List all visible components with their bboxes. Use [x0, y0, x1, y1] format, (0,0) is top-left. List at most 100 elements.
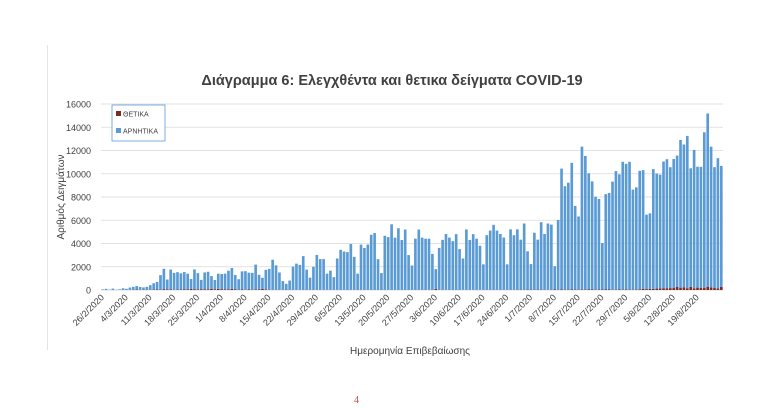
bar-negative	[539, 222, 543, 290]
bar-negative	[522, 223, 526, 290]
document-margin-line	[47, 45, 48, 350]
bar-negative	[451, 241, 455, 290]
bar-positive	[651, 288, 655, 290]
bar-positive	[169, 289, 173, 290]
bar-positive	[624, 289, 628, 290]
bar-negative	[159, 275, 162, 290]
bar-negative	[155, 281, 159, 290]
bar-positive	[648, 288, 652, 290]
bar-negative	[407, 255, 410, 290]
bar-negative	[719, 165, 723, 287]
bar-negative	[614, 171, 618, 290]
bar-negative	[199, 279, 203, 290]
bar-negative	[264, 269, 268, 290]
bar-negative	[658, 174, 662, 289]
bar-negative	[668, 167, 672, 289]
bar-negative	[441, 239, 444, 290]
bar-negative	[315, 254, 319, 290]
bar-positive	[227, 289, 230, 290]
bar-positive	[665, 288, 669, 290]
bar-negative	[597, 198, 601, 290]
bar-negative	[393, 237, 397, 290]
bar-positive	[230, 288, 234, 290]
bar-negative	[499, 233, 502, 290]
bar-negative	[403, 229, 407, 290]
bar-negative	[356, 273, 359, 290]
y-axis-ticks: 0 2000 4000 6000 8000 10000 12000 14000 16000	[66, 100, 91, 296]
bar-negative	[594, 196, 597, 290]
legend: ΘΕΤΙΚΑ ΑΡΝΗΤΙΚΑ	[111, 104, 166, 142]
bar-negative	[512, 235, 516, 290]
bar-positive	[162, 289, 166, 290]
bar-negative	[509, 229, 512, 290]
bar-negative	[468, 239, 472, 290]
bar-negative	[648, 213, 652, 289]
bar-negative	[590, 181, 594, 290]
bar-negative	[431, 253, 434, 290]
bar-negative	[257, 274, 261, 290]
bar-negative	[628, 161, 631, 290]
bar-negative	[485, 235, 489, 290]
bar-negative	[363, 248, 366, 290]
bar-negative	[621, 161, 625, 290]
bar-negative	[101, 289, 105, 290]
bar-negative	[488, 230, 492, 290]
bar-negative	[366, 244, 370, 290]
bar-negative	[305, 269, 308, 290]
y-tick-label: 2000	[71, 262, 91, 272]
bar-negative	[223, 273, 227, 290]
bar-negative	[182, 272, 186, 290]
bar-negative	[458, 249, 461, 290]
bar-negative	[329, 270, 332, 290]
bar-negative	[291, 266, 295, 290]
bar-negative	[461, 258, 465, 290]
bar-negative	[104, 288, 108, 290]
bar-negative	[444, 234, 448, 290]
bar-negative	[148, 285, 152, 290]
bar-negative	[635, 187, 638, 290]
bar-negative	[502, 237, 506, 290]
bar-negative	[682, 144, 686, 288]
bar-negative	[505, 264, 509, 290]
bar-negative	[651, 169, 655, 289]
bar-positive	[696, 287, 699, 290]
bar-positive	[672, 288, 676, 290]
bar-negative	[529, 264, 533, 290]
y-tick-label: 10000	[66, 169, 91, 179]
bar-positive	[220, 289, 223, 290]
bar-negative	[267, 268, 271, 290]
bar-negative	[162, 268, 166, 290]
bar-negative	[601, 243, 604, 290]
bar-negative	[437, 247, 441, 290]
bar-positive	[645, 289, 648, 290]
bar-negative	[577, 216, 580, 290]
bar-negative	[567, 182, 570, 290]
bar-positive	[155, 289, 159, 290]
bar-negative	[702, 132, 706, 289]
bar-negative	[135, 286, 139, 290]
bar-negative	[400, 239, 404, 290]
bar-negative	[696, 166, 699, 288]
bar-positive	[675, 286, 679, 290]
bar-positive	[658, 288, 662, 290]
bar-positive	[713, 288, 716, 290]
bar-positive	[199, 289, 203, 290]
bar-negative	[295, 263, 298, 290]
bar-negative	[420, 237, 424, 290]
bar-positive	[434, 288, 438, 290]
bar-positive	[692, 288, 696, 290]
bar-negative	[131, 286, 135, 290]
y-tick-label: 12000	[66, 146, 91, 156]
bar-negative	[121, 288, 125, 290]
bar-negative	[380, 273, 383, 290]
bar-negative	[254, 264, 257, 290]
bar-negative	[713, 167, 716, 289]
bar-negative	[210, 276, 213, 289]
bar-negative	[227, 270, 230, 290]
bar-negative	[244, 271, 247, 290]
bar-negative	[383, 235, 387, 290]
bar-negative	[278, 272, 281, 290]
bar-positive	[186, 289, 189, 290]
bar-negative	[550, 224, 553, 290]
